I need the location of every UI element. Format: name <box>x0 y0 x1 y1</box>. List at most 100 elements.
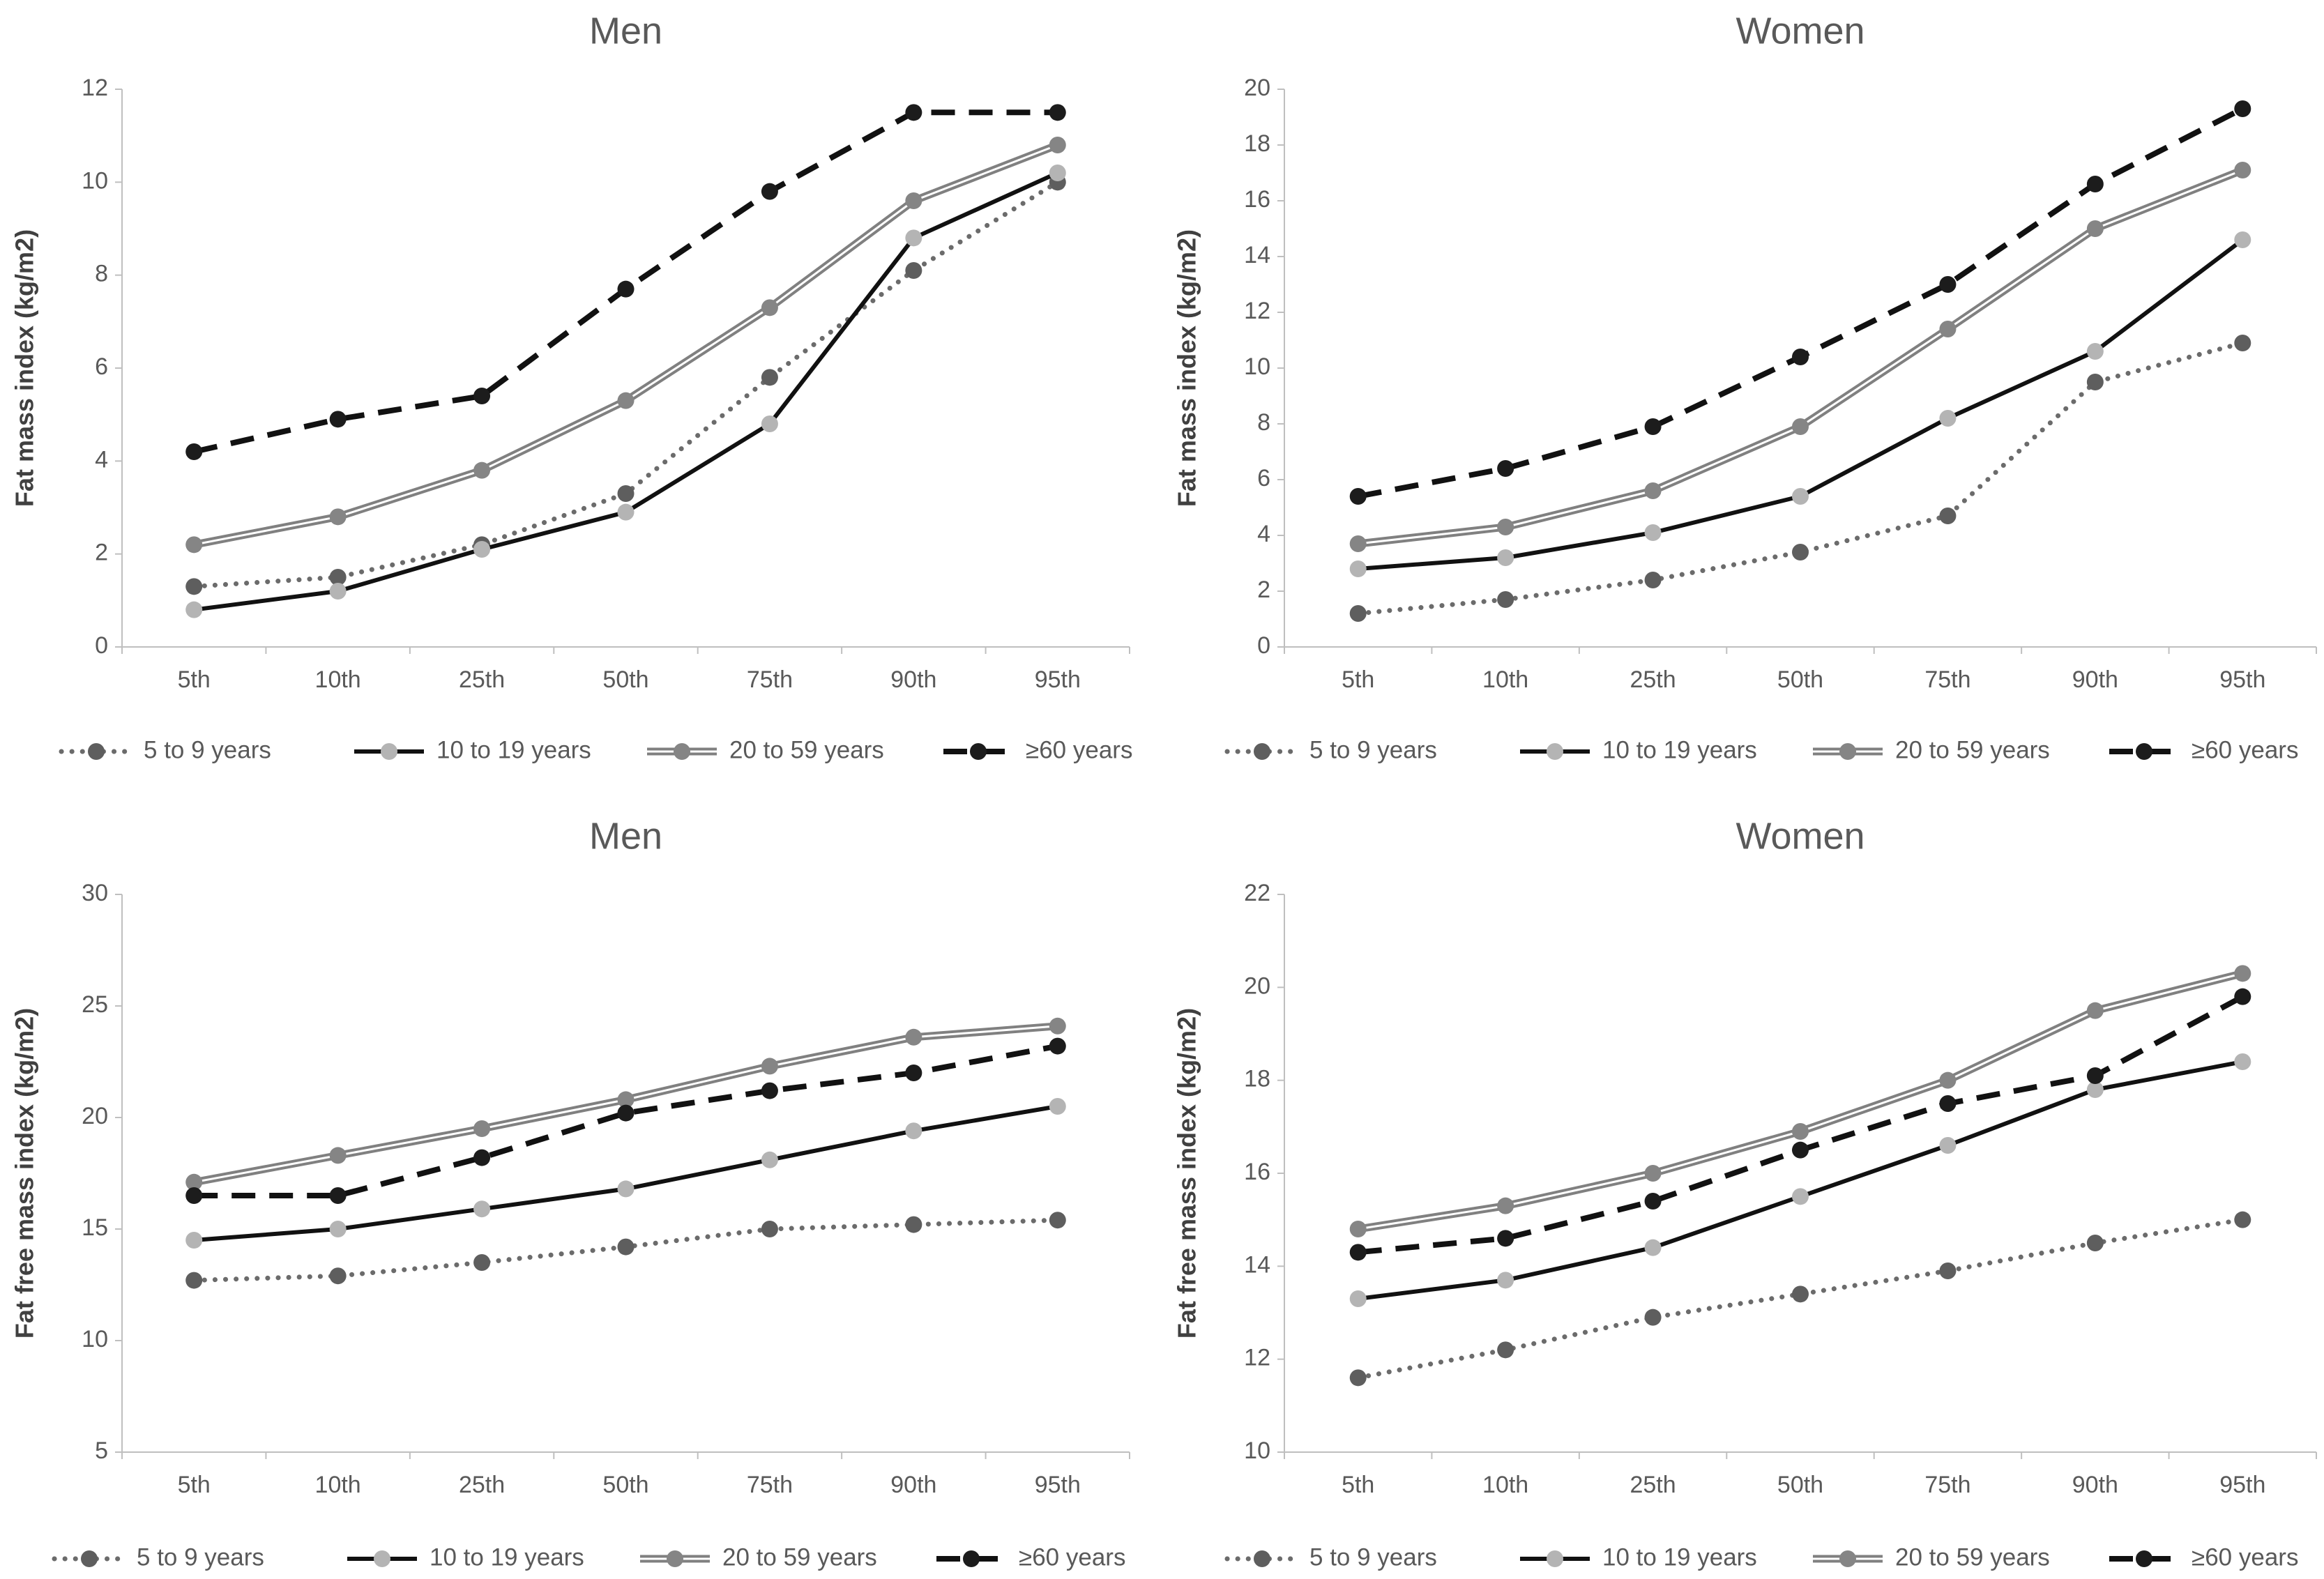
y-tick-label: 4 <box>1257 521 1270 547</box>
data-point <box>185 578 203 595</box>
data-point <box>1939 1095 1957 1112</box>
data-point <box>1049 104 1066 121</box>
data-point <box>1349 535 1367 552</box>
data-point <box>1939 276 1957 293</box>
y-tick-label: 20 <box>82 1103 108 1129</box>
data-point <box>617 280 635 298</box>
data-point <box>2086 220 2104 237</box>
legend-label: 10 to 19 years <box>430 1543 584 1571</box>
data-point <box>1349 560 1367 577</box>
data-point <box>1792 544 1809 560</box>
y-axis-label: Fat free mass index (kg/m2) <box>10 1008 39 1338</box>
data-point <box>761 1151 778 1168</box>
y-tick-label: 12 <box>1244 1345 1270 1371</box>
series-1 <box>185 174 1066 595</box>
data-point <box>905 1065 922 1081</box>
y-tick-label: 5 <box>95 1437 108 1464</box>
chart-title: Women <box>1736 815 1864 857</box>
series-1 <box>185 1212 1066 1289</box>
y-tick-label: 20 <box>1244 972 1270 999</box>
x-tick-label: 95th <box>2219 666 2265 693</box>
data-point <box>617 1091 635 1108</box>
data-point <box>1792 488 1809 505</box>
legend-marker <box>374 1550 390 1567</box>
x-tick-label: 95th <box>1035 1472 1081 1498</box>
legend-label: 5 to 9 years <box>144 736 271 763</box>
legend-entry-2: 10 to 19 years <box>1520 1543 1757 1571</box>
legend-label: 5 to 9 years <box>137 1543 264 1571</box>
data-point <box>1349 488 1367 505</box>
x-tick-label: 90th <box>890 666 936 693</box>
legend-entry-4: ≥60 years <box>2109 1543 2298 1571</box>
data-point <box>2234 335 2251 351</box>
y-axis-label: Fat free mass index (kg/m2) <box>1173 1008 1201 1338</box>
legend-label: 20 to 59 years <box>722 1543 877 1571</box>
x-tick-label: 90th <box>890 1472 936 1498</box>
data-point <box>1497 519 1514 535</box>
data-point <box>329 1221 347 1237</box>
data-point <box>1939 321 1957 337</box>
data-point <box>473 1254 491 1271</box>
data-point <box>1049 1037 1066 1055</box>
data-point <box>905 262 922 279</box>
series-1 <box>1349 1211 2251 1387</box>
data-point <box>473 1120 491 1137</box>
data-point <box>2086 374 2104 390</box>
data-point <box>1792 1123 1809 1140</box>
x-tick-label: 95th <box>2219 1472 2265 1498</box>
legend-entry-3: 20 to 59 years <box>1813 1543 2050 1571</box>
y-tick-label: 10 <box>1244 353 1270 380</box>
legend-entry-4: ≥60 years <box>943 736 1132 763</box>
data-point <box>1049 137 1066 153</box>
legend-entry-3: 20 to 59 years <box>640 1543 877 1571</box>
data-point <box>761 183 778 200</box>
data-point <box>2234 1211 2251 1228</box>
y-tick-label: 12 <box>1244 298 1270 324</box>
x-tick-label: 90th <box>2072 666 2118 693</box>
series-3 <box>185 1017 1066 1191</box>
legend-entry-2: 10 to 19 years <box>354 736 591 763</box>
y-tick-label: 2 <box>1257 577 1270 603</box>
y-tick-label: 10 <box>82 167 108 194</box>
data-point <box>2234 1053 2251 1070</box>
data-point <box>185 601 203 618</box>
data-point <box>1049 1098 1066 1115</box>
y-tick-label: 14 <box>1244 242 1270 268</box>
data-point <box>1644 1239 1662 1256</box>
data-point <box>2086 1067 2104 1084</box>
data-point <box>1792 418 1809 435</box>
y-tick-label: 4 <box>95 446 108 473</box>
y-tick-label: 6 <box>95 353 108 380</box>
data-point <box>2086 1002 2104 1019</box>
chart-title: Men <box>589 10 662 52</box>
x-tick-label: 50th <box>1777 666 1823 693</box>
legend-entry-1: 5 to 9 years <box>59 736 271 763</box>
y-tick-label: 6 <box>1257 465 1270 491</box>
legend-marker <box>1547 743 1563 760</box>
y-tick-label: 20 <box>1244 75 1270 101</box>
data-point <box>329 583 347 600</box>
data-point <box>1497 549 1514 566</box>
data-point <box>2234 965 2251 982</box>
legend-entry-1: 5 to 9 years <box>52 1543 264 1571</box>
legend-marker <box>963 1550 980 1567</box>
data-point <box>473 1200 491 1218</box>
legend-entry-4: ≥60 years <box>2109 736 2298 763</box>
y-tick-label: 10 <box>1244 1437 1270 1464</box>
x-tick-label: 25th <box>1630 666 1676 693</box>
data-point <box>473 388 491 404</box>
legend-entry-1: 5 to 9 years <box>1224 736 1437 763</box>
y-tick-label: 18 <box>1244 130 1270 157</box>
data-point <box>1349 1221 1367 1237</box>
data-point <box>2234 162 2251 178</box>
data-point <box>1497 1272 1514 1289</box>
data-point <box>1939 1071 1957 1089</box>
x-tick-label: 50th <box>1777 1472 1823 1498</box>
data-point <box>1497 460 1514 477</box>
data-point <box>185 1232 203 1249</box>
y-tick-label: 16 <box>1244 1159 1270 1185</box>
y-tick-label: 12 <box>82 75 108 101</box>
series-2 <box>185 1098 1066 1249</box>
x-tick-label: 75th <box>747 666 793 693</box>
data-point <box>329 411 347 428</box>
